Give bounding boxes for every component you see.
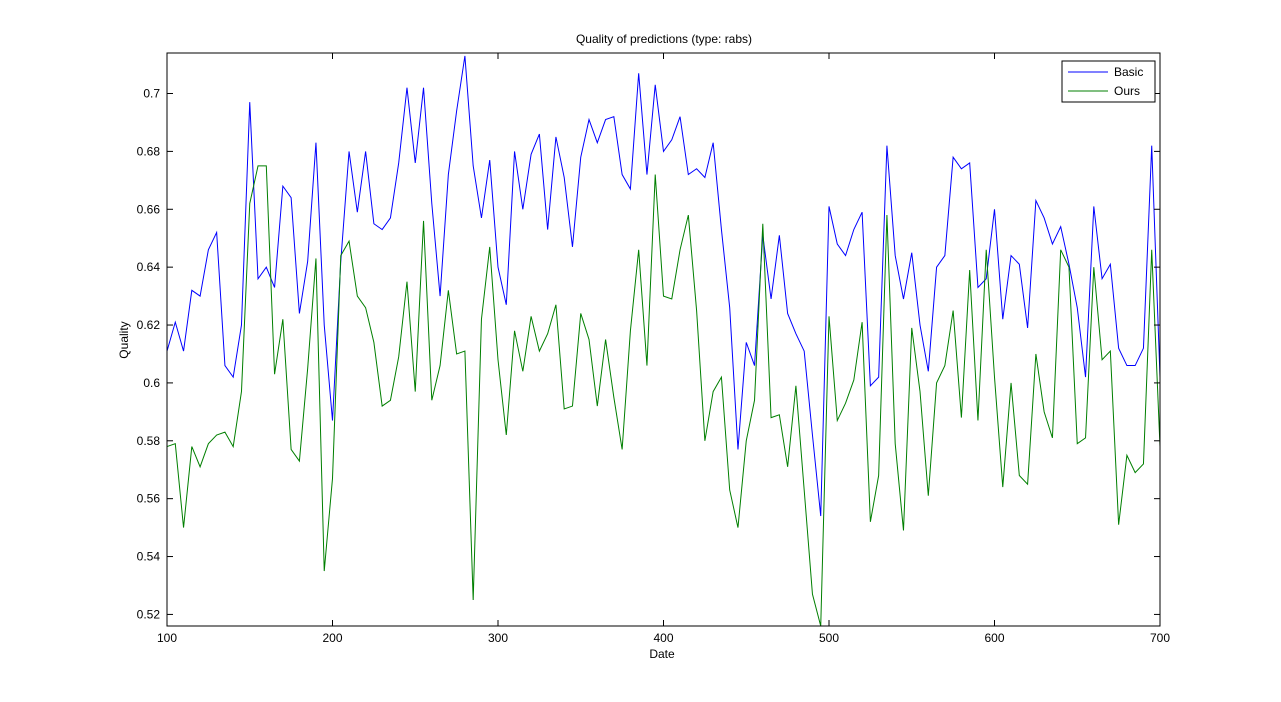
x-tick-label: 400: [653, 631, 673, 645]
y-tick-label: 0.66: [137, 202, 161, 216]
y-tick-label: 0.62: [137, 318, 161, 332]
x-axis: 100 200 300 400 500 600 700: [157, 53, 1170, 645]
y-tick-label: 0.58: [137, 434, 161, 448]
legend-box: [1061, 60, 1156, 103]
y-tick-label: 0.56: [137, 492, 161, 506]
y-tick-label: 0.64: [137, 260, 161, 274]
series-layer: [166, 55, 1161, 627]
y-tick-label: 0.68: [137, 144, 161, 158]
x-tick-label: 500: [819, 631, 839, 645]
y-tick-label: 0.6: [143, 376, 160, 390]
x-tick-label: 600: [984, 631, 1004, 645]
y-tick-label: 0.52: [137, 607, 161, 621]
x-axis-label: Date: [649, 647, 675, 661]
legend-label-ours: Ours: [1114, 84, 1140, 98]
legend-label-basic: Basic: [1114, 65, 1143, 79]
x-tick-label: 100: [157, 631, 177, 645]
plot-area: [167, 53, 1160, 626]
legend: Basic Ours: [1061, 60, 1156, 103]
series-line-ours: [166, 165, 1161, 627]
x-tick-label: 200: [322, 631, 342, 645]
x-tick-label: 700: [1150, 631, 1170, 645]
y-axis-label: Quality: [117, 321, 131, 358]
y-tick-label: 0.54: [137, 550, 161, 564]
x-tick-label: 300: [488, 631, 508, 645]
series-line-basic: [166, 55, 1161, 517]
chart-title: Quality of predictions (type: rabs): [576, 32, 752, 46]
y-tick-label: 0.7: [143, 87, 160, 101]
y-axis: 0.52 0.54 0.56 0.58 0.6 0.62 0.64 0.66 0.68 0.7: [137, 87, 1160, 621]
